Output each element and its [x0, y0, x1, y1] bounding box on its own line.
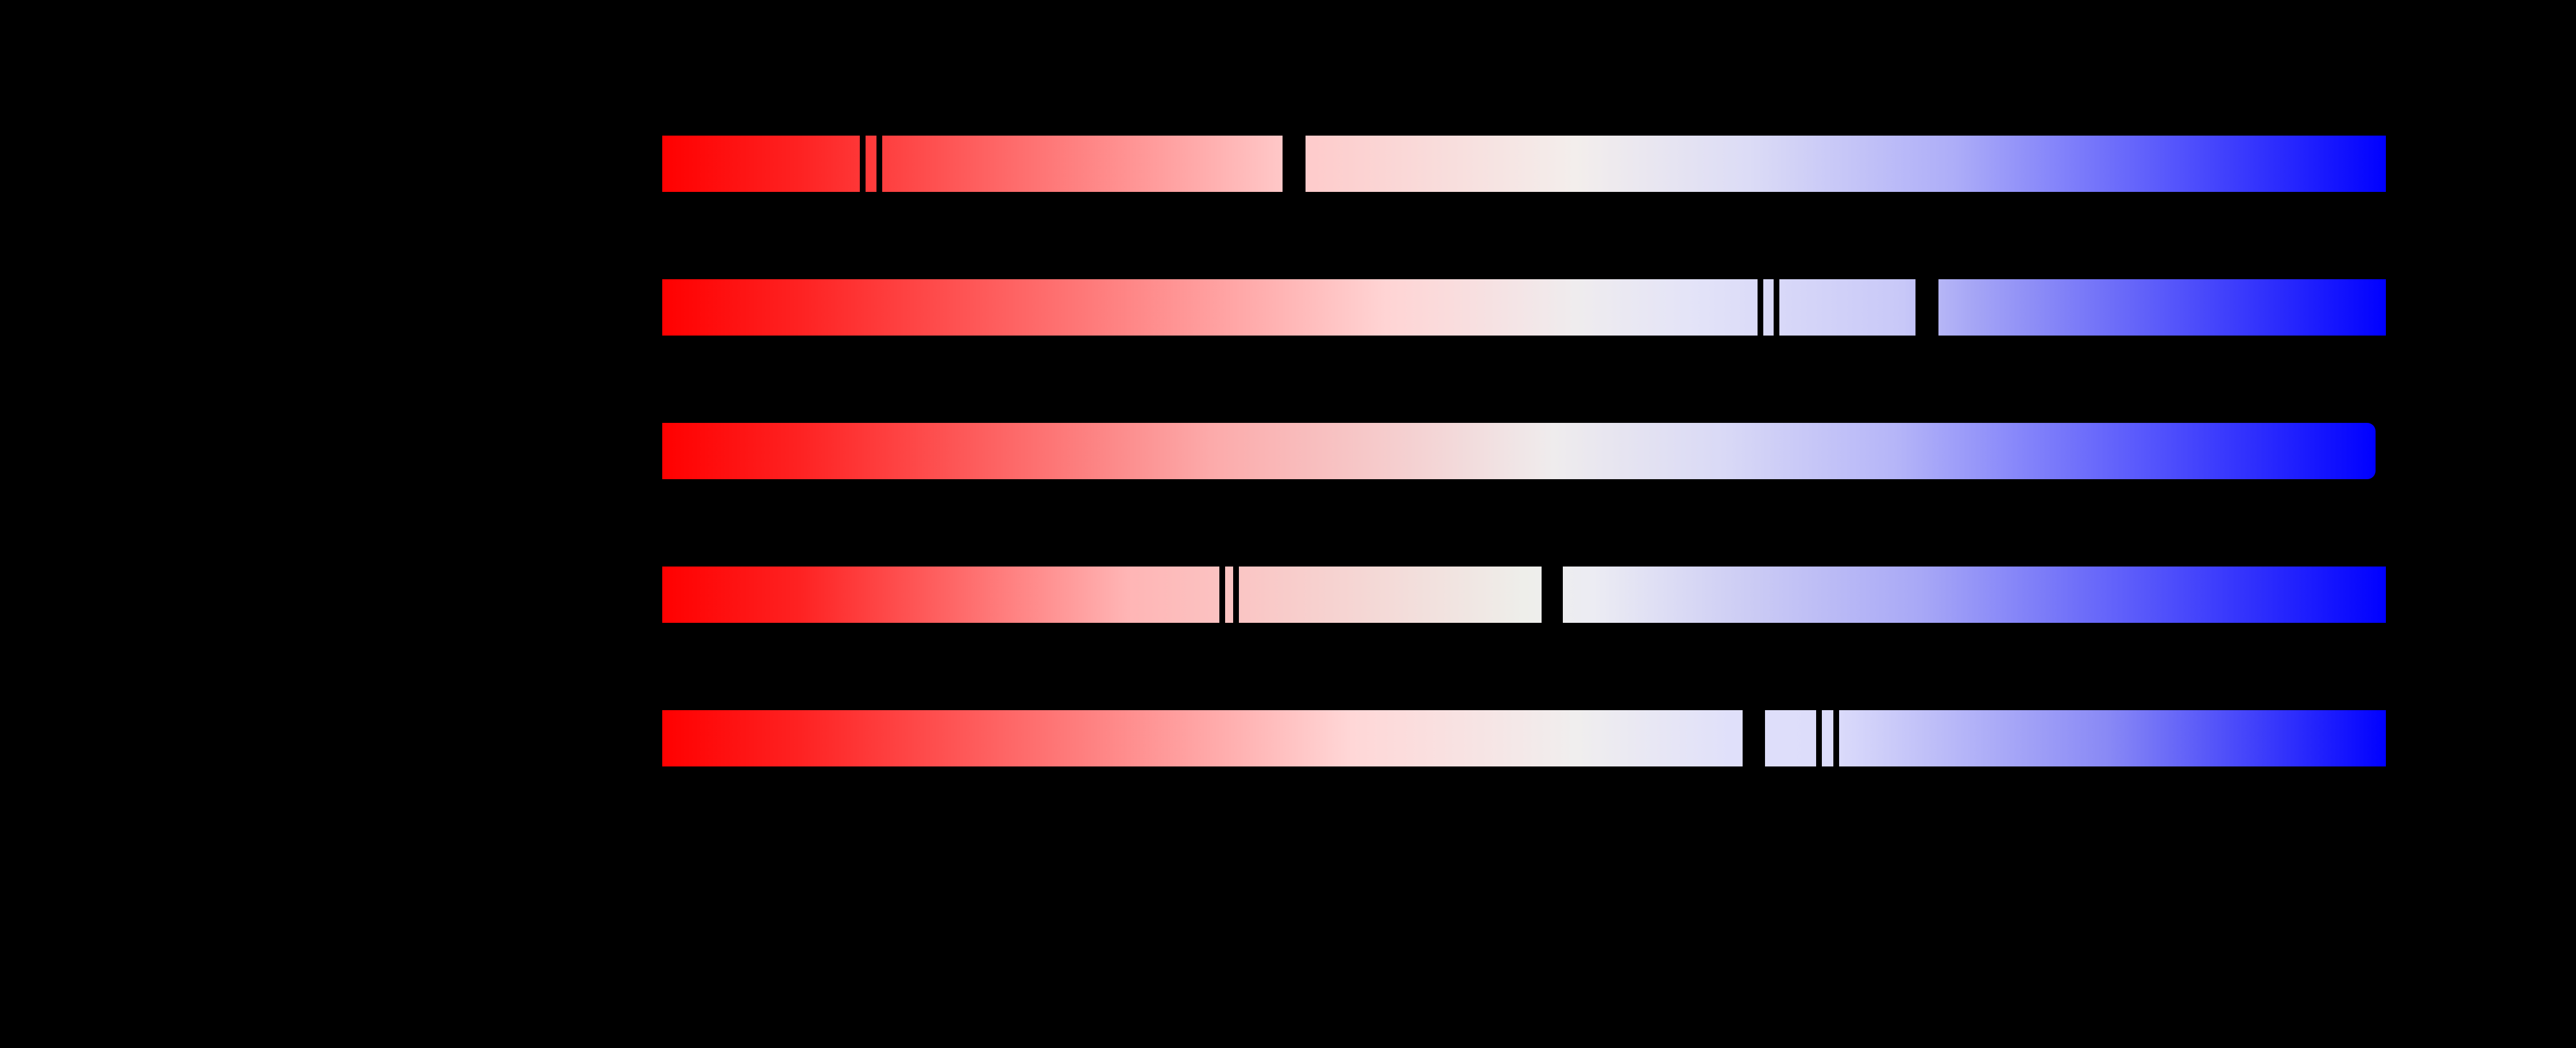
- track-break-thin: [876, 136, 882, 192]
- gradient-track-row-1: [662, 136, 2386, 192]
- track-break-thin: [1774, 279, 1779, 336]
- track-break-thin: [1816, 710, 1822, 766]
- track-break-thin: [1833, 710, 1839, 766]
- gradient-track-row-4: [662, 567, 2386, 623]
- track-break-wide: [1283, 136, 1306, 192]
- track-break-thin: [1219, 567, 1225, 623]
- gradient-track-row-2: [662, 279, 2386, 336]
- track-break-thin: [1758, 279, 1764, 336]
- gradient-track-row-3: [662, 422, 2376, 479]
- track-break-thin: [859, 136, 866, 192]
- gradient-track-row-5: [662, 710, 2386, 766]
- track-break-wide: [1542, 567, 1563, 623]
- track-break-thin: [1233, 567, 1239, 623]
- track-break-wide: [1743, 710, 1766, 766]
- track-break-wide: [1915, 279, 1938, 336]
